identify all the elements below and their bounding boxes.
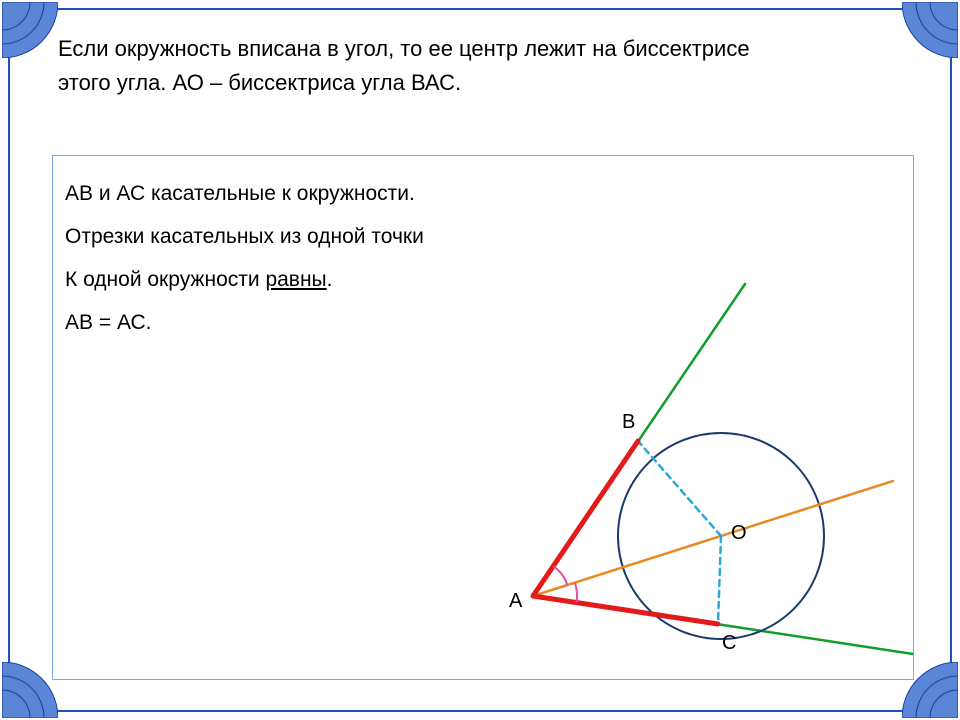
point-label-C: С <box>722 632 736 655</box>
body-line3: К одной окружности равны. <box>65 258 424 301</box>
corner-decoration-tl <box>2 2 58 58</box>
corner-decoration-bl <box>2 662 58 718</box>
point-label-O: О <box>731 522 747 545</box>
body-line1: АВ и АС касательные к окружности. <box>65 172 424 215</box>
title-text: Если окружность вписана в угол, то ее це… <box>58 32 920 100</box>
content-box: АВ и АС касательные к окружности. Отрезк… <box>52 155 914 680</box>
title-line2: этого угла. АО – биссектриса угла ВАС. <box>58 70 461 95</box>
body-line4: АВ = АС. <box>65 301 424 344</box>
title-line1: Если окружность вписана в угол, то ее це… <box>58 36 750 61</box>
body-text: АВ и АС касательные к окружности. Отрезк… <box>65 172 424 344</box>
body-line2: Отрезки касательных из одной точки <box>65 215 424 258</box>
geometry-diagram: А В С О <box>463 246 913 666</box>
point-label-B: В <box>622 411 635 434</box>
point-label-A: А <box>509 590 522 613</box>
